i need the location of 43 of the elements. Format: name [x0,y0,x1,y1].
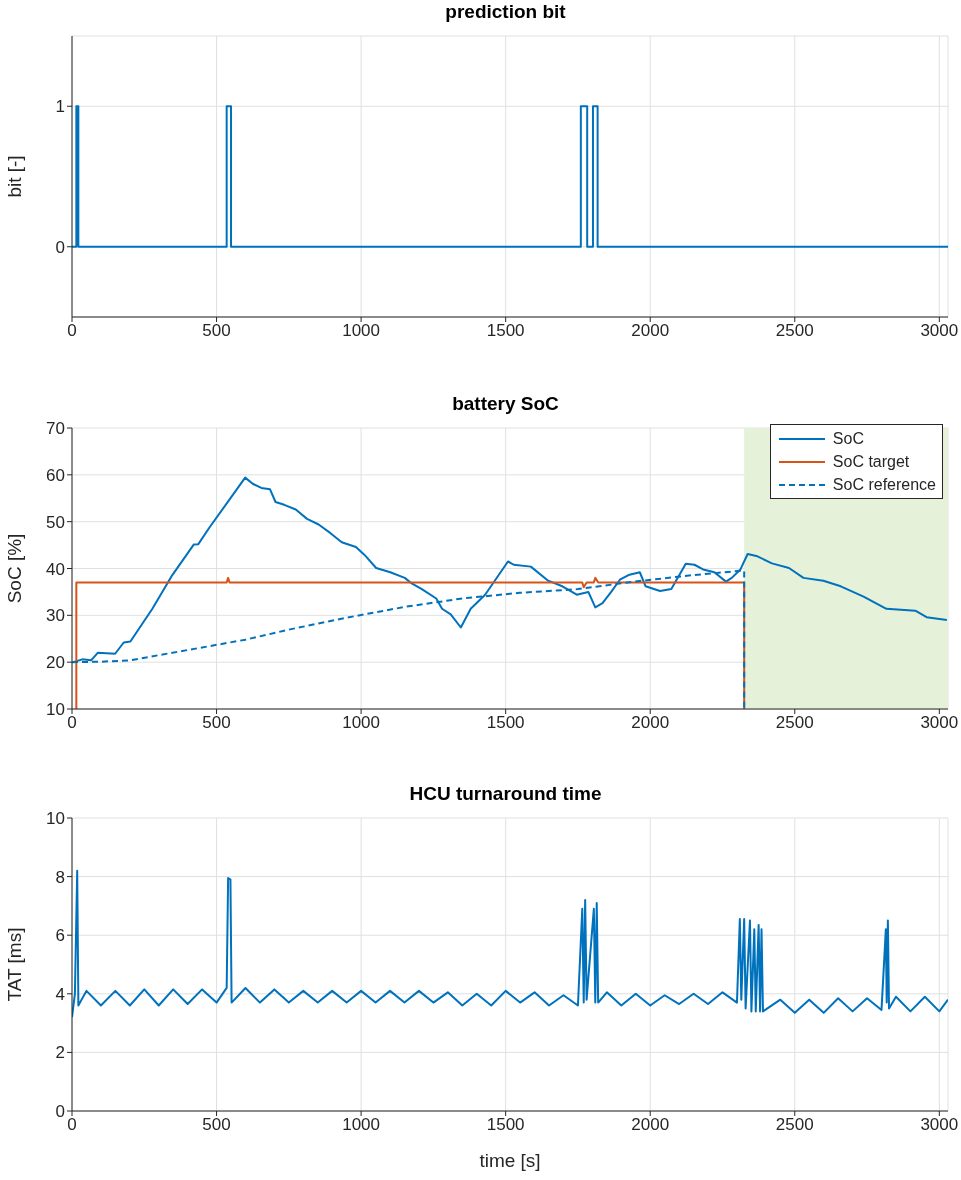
x-tick-label: 500 [202,1115,231,1135]
y-axis-title: SoC [%] [3,533,25,604]
chart-title: battery SoC [451,392,560,416]
legend-label: SoC target [832,452,910,471]
y-tick-label: 30 [46,606,65,626]
chart-title: HCU turnaround time [408,782,603,806]
legend-label: SoC reference [832,475,936,494]
y-axis-title: TAT [ms] [3,927,25,1002]
y-tick-label: 50 [46,512,65,532]
y-tick-label: 4 [55,984,65,1004]
y-tick-label: 20 [46,653,65,673]
y-tick-label: 70 [46,419,65,439]
y-tick-label: 1 [55,97,65,117]
x-tick-label: 3000 [920,321,959,341]
y-tick-label: 8 [55,867,65,887]
y-axis-title: bit [-] [3,155,25,198]
x-tick-label: 500 [202,321,231,341]
y-tick-label: 6 [55,926,65,946]
x-tick-label: 1000 [342,1115,381,1135]
y-tick-label: 10 [46,809,65,829]
x-tick-label: 1500 [486,713,525,733]
x-tick-label: 3000 [920,1115,959,1135]
x-tick-label: 2000 [631,321,670,341]
x-tick-label: 500 [202,713,231,733]
y-tick-label: 2 [55,1043,65,1063]
x-tick-label: 1000 [342,713,381,733]
x-axis-title: time [s] [479,1150,541,1171]
x-tick-label: 2500 [775,321,814,341]
y-tick-label: 10 [46,700,65,720]
x-tick-label: 3000 [920,713,959,733]
y-tick-label: 0 [55,237,65,257]
y-tick-label: 40 [46,559,65,579]
x-tick-label: 2500 [775,1115,814,1135]
x-tick-label: 1500 [486,1115,525,1135]
x-tick-label: 1000 [342,321,381,341]
legend-label: SoC [832,429,864,448]
x-tick-label: 2000 [631,1115,670,1135]
y-tick-label: 0 [55,1102,65,1122]
y-tick-label: 60 [46,465,65,485]
chart-title: prediction bit [444,0,567,24]
x-tick-label: 1500 [486,321,525,341]
x-tick-label: 2000 [631,713,670,733]
x-tick-label: 2500 [775,713,814,733]
